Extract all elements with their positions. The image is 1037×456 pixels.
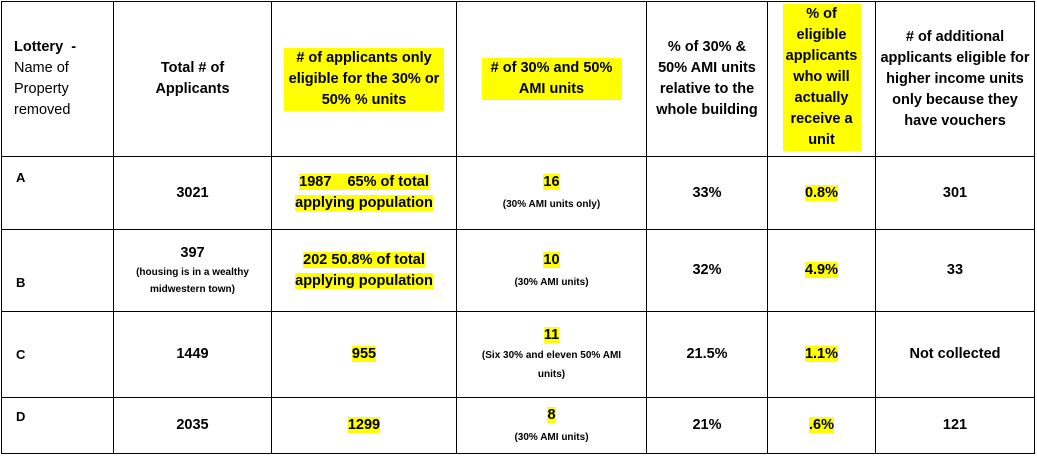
units-value: 8 — [547, 406, 556, 423]
units-note: (Six 30% and eleven 50% AMI units) — [481, 350, 622, 380]
eligible-value: 202 50.8% of total — [303, 251, 425, 268]
eligible-value-cont: applying population — [295, 272, 433, 289]
units-cell: 11 (Six 30% and eleven 50% AMI units) — [456, 311, 647, 398]
total-cell: 397 (housing is in a wealthy midwestern … — [113, 229, 272, 312]
pct-units-cell: 21.5% — [646, 311, 768, 398]
total-cell: 1449 — [113, 311, 272, 398]
header-lottery-sub: Name of Property removed — [14, 60, 71, 118]
units-cell: 8 (30% AMI units) — [456, 397, 647, 454]
header-pct-units-text: % of 30% & 50% AMI units relative to the… — [656, 39, 758, 118]
total-cell: 2035 — [113, 397, 272, 454]
additional-cell: 301 — [875, 156, 1035, 230]
total-cell: 3021 — [113, 156, 272, 230]
pct-eligible-value: 0.8% — [804, 184, 839, 201]
row-id: C — [16, 347, 26, 362]
pct-eligible-cell: .6% — [767, 397, 876, 454]
pct-units-cell: 32% — [646, 229, 768, 312]
eligible-value: 1299 — [347, 417, 381, 433]
row-id: B — [16, 275, 26, 290]
row-id: A — [16, 170, 26, 185]
additional-cell: Not collected — [875, 311, 1035, 398]
eligible-cell: 1987 65% of total applying population — [271, 156, 457, 230]
row-id: D — [16, 409, 26, 424]
header-total-applicants-text: Total # of Applicants — [155, 60, 230, 97]
header-only-eligible: # of applicants only eligible for the 30… — [271, 1, 457, 157]
header-total-applicants: Total # of Applicants — [113, 1, 272, 157]
table-row: C 1449 955 11 (Six 30% and eleven 50% AM… — [1, 311, 1035, 398]
units-note: (30% AMI units) — [514, 431, 589, 443]
row-id-cell: B — [1, 229, 114, 312]
header-additional-text: # of additional applicants eligible for … — [880, 28, 1030, 129]
units-note: (30% AMI units) — [514, 276, 589, 288]
header-ami-units-text: # of 30% and 50% AMI units — [481, 58, 622, 100]
additional-value: Not collected — [909, 346, 1001, 362]
units-value: 10 — [543, 251, 560, 268]
pct-eligible-cell: 1.1% — [767, 311, 876, 398]
total-value: 2035 — [176, 417, 209, 433]
eligible-cell: 955 — [271, 311, 457, 398]
header-ami-units: # of 30% and 50% AMI units — [456, 1, 647, 157]
total-note: (housing is in a wealthy midwestern town… — [136, 266, 249, 295]
pct-eligible-value: .6% — [809, 417, 834, 433]
additional-cell: 121 — [875, 397, 1035, 454]
units-value: 16 — [543, 174, 560, 190]
pct-eligible-cell: 4.9% — [767, 229, 876, 312]
units-value: 11 — [543, 327, 560, 343]
pct-units-cell: 21% — [646, 397, 768, 454]
total-value: 3021 — [176, 184, 209, 201]
header-only-eligible-text: # of applicants only eligible for the 30… — [284, 47, 444, 111]
table-row: B 397 (housing is in a wealthy midwester… — [1, 229, 1035, 312]
additional-value: 33 — [946, 262, 964, 278]
row-id-cell: D — [1, 397, 114, 454]
units-cell: 10 (30% AMI units) — [456, 229, 647, 312]
header-pct-eligible-text: % of eligible applicants who will actual… — [782, 4, 861, 151]
eligible-value-cont: applying population — [295, 195, 433, 211]
pct-units-value: 32% — [692, 262, 722, 278]
total-value: 397 — [180, 244, 205, 261]
eligible-value: 955 — [351, 346, 377, 362]
pct-units-value: 21% — [692, 417, 722, 433]
eligible-cell: 202 50.8% of total applying population — [271, 229, 457, 312]
pct-units-cell: 33% — [646, 156, 768, 230]
header-pct-eligible: % of eligible applicants who will actual… — [767, 1, 876, 157]
header-row: Lottery - Name of Property removed Total… — [1, 1, 1035, 157]
additional-value: 301 — [942, 184, 968, 201]
pct-eligible-value: 1.1% — [804, 346, 839, 362]
table-row: A 3021 1987 65% of total applying popula… — [1, 156, 1035, 230]
eligible-value: 1987 65% of total — [299, 174, 429, 190]
table-row: D 2035 1299 8 (30% AMI units) 21% .6% 12… — [1, 397, 1035, 454]
eligible-cell: 1299 — [271, 397, 457, 454]
header-pct-units: % of 30% & 50% AMI units relative to the… — [646, 1, 768, 157]
row-id-cell: C — [1, 311, 114, 398]
header-lottery: Lottery - Name of Property removed — [1, 1, 114, 157]
units-cell: 16 (30% AMI units only) — [456, 156, 647, 230]
additional-cell: 33 — [875, 229, 1035, 312]
pct-eligible-cell: 0.8% — [767, 156, 876, 230]
additional-value: 121 — [942, 417, 968, 433]
header-lottery-dash: - — [71, 39, 77, 55]
header-additional: # of additional applicants eligible for … — [875, 1, 1035, 157]
pct-units-value: 33% — [692, 184, 722, 201]
row-id-cell: A — [1, 156, 114, 230]
header-lottery-label: Lottery — [14, 39, 64, 55]
total-value: 1449 — [176, 346, 209, 362]
units-note: (30% AMI units only) — [502, 199, 601, 210]
pct-units-value: 21.5% — [686, 346, 728, 362]
pct-eligible-value: 4.9% — [804, 262, 839, 278]
